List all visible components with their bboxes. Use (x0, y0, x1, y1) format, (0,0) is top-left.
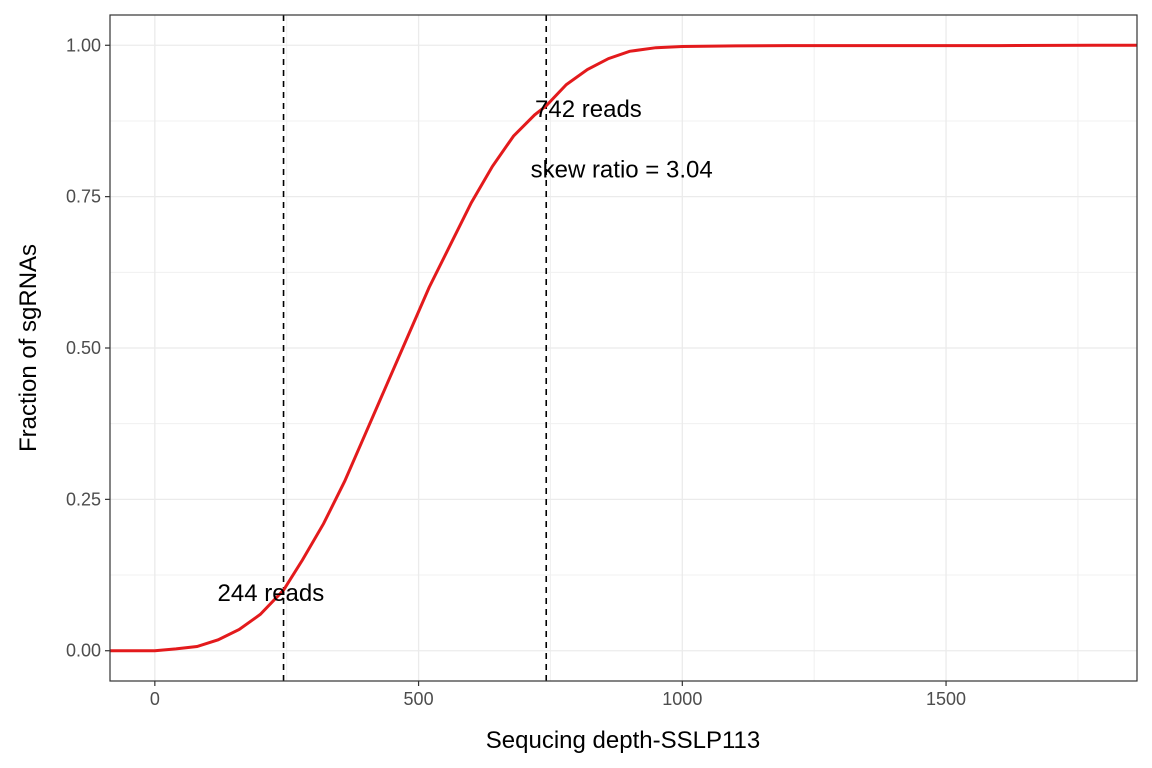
y-axis-title: Fraction of sgRNAs (15, 244, 42, 452)
annotation-label: 244 reads (218, 580, 325, 607)
reference-lines (282, 15, 548, 681)
y-axis: 0.00 0.25 0.50 0.75 1.00 (66, 35, 110, 661)
x-axis-title: Sequcing depth-SSLP113 (486, 727, 760, 754)
chart-annotations: 244 reads 742 reads skew ratio = 3.04 (218, 96, 713, 607)
y-tick-label: 0.50 (66, 338, 101, 358)
x-tick-label: 1500 (926, 689, 966, 709)
y-tick-label: 1.00 (66, 35, 101, 55)
annotation-label: skew ratio = 3.04 (531, 156, 713, 183)
x-tick-label: 0 (150, 689, 160, 709)
cumulative-fraction-line (110, 43, 1137, 653)
annotation-label: 742 reads (535, 96, 642, 123)
x-axis: 0 500 1000 1500 (150, 681, 966, 709)
y-tick-label: 0.75 (66, 187, 101, 207)
y-tick-label: 0.00 (66, 641, 101, 661)
x-tick-label: 1000 (662, 689, 702, 709)
major-gridlines (110, 15, 1137, 681)
x-tick-label: 500 (404, 689, 434, 709)
y-tick-label: 0.25 (66, 489, 101, 509)
